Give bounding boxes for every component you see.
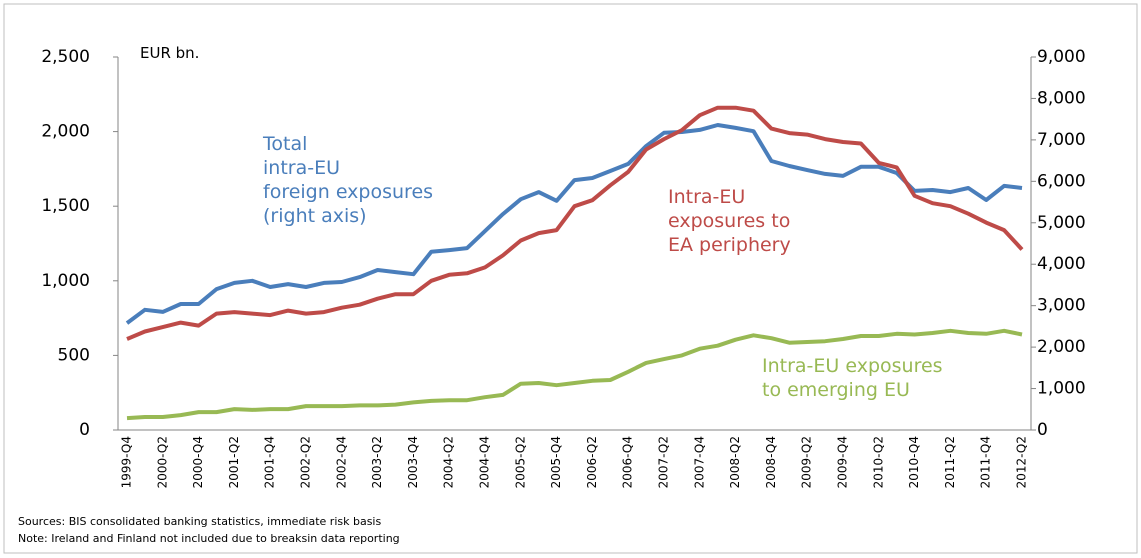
x-tick-label: 2009-Q2 bbox=[800, 436, 814, 488]
x-tick-label: 1999-Q4 bbox=[119, 436, 133, 488]
x-tick-label: 2010-Q4 bbox=[907, 436, 921, 488]
x-tick-label: 2008-Q4 bbox=[764, 436, 778, 488]
series-label-line: exposures to bbox=[668, 210, 790, 232]
y-tick-label: 0 bbox=[79, 420, 90, 440]
y2-tick-label: 2,000 bbox=[1037, 337, 1086, 357]
y2-tick-label: 8,000 bbox=[1037, 88, 1086, 108]
x-tick-label: 2000-Q2 bbox=[155, 436, 169, 488]
series-label-line: Total bbox=[262, 133, 307, 155]
x-tick-label: 2006-Q2 bbox=[585, 436, 599, 488]
series-label-line: foreign exposures bbox=[263, 181, 433, 203]
x-tick-label: 2000-Q4 bbox=[191, 436, 205, 488]
series-label-line: Intra-EU exposures bbox=[762, 355, 943, 377]
x-tick-label: 2001-Q2 bbox=[227, 436, 241, 488]
y-tick-label: 500 bbox=[58, 345, 90, 365]
x-tick-label: 2005-Q2 bbox=[513, 436, 527, 488]
x-tick-label: 2009-Q4 bbox=[836, 436, 850, 488]
chart-frame bbox=[3, 3, 1138, 554]
y2-tick-label: 1,000 bbox=[1037, 379, 1086, 399]
series-line bbox=[126, 328, 1023, 421]
y2-tick-label: 0 bbox=[1037, 420, 1048, 440]
x-tick-label: 2005-Q4 bbox=[549, 436, 563, 488]
series-label-line: Intra-EU bbox=[668, 186, 745, 208]
y2-tick-label: 3,000 bbox=[1037, 296, 1086, 316]
x-tick-label: 2004-Q2 bbox=[442, 436, 456, 488]
series-label-line: EA periphery bbox=[668, 234, 791, 256]
series-label: Intra-EU exposures to emerging EU bbox=[762, 355, 943, 401]
x-tick-label: 2003-Q4 bbox=[406, 436, 420, 488]
series-line bbox=[126, 105, 1024, 341]
series-label-line: to emerging EU bbox=[762, 379, 910, 401]
x-tick-label: 2003-Q2 bbox=[370, 436, 384, 488]
y2-tick-label: 9,000 bbox=[1037, 47, 1086, 67]
x-tick-label: 2006-Q4 bbox=[621, 436, 635, 488]
series-label-line: (right axis) bbox=[263, 205, 367, 227]
series-label: Intra-EU exposures to EA periphery bbox=[668, 186, 791, 256]
y-tick-label: 1,500 bbox=[41, 196, 90, 216]
x-tick-label: 2001-Q4 bbox=[263, 436, 277, 488]
x-tick-label: 2004-Q4 bbox=[477, 436, 491, 488]
x-tick-label: 2008-Q2 bbox=[728, 436, 742, 488]
series-line bbox=[125, 123, 1023, 325]
series-label: Total intra-EU foreign exposures (right axi… bbox=[262, 133, 433, 227]
x-tick-label: 2007-Q2 bbox=[657, 436, 671, 488]
y-tick-label: 1,000 bbox=[41, 271, 90, 291]
y-axis-unit: EUR bn. bbox=[140, 44, 199, 62]
x-tick-label: 2010-Q2 bbox=[871, 436, 885, 488]
x-tick-label: 2002-Q4 bbox=[334, 436, 348, 488]
x-tick-label: 2011-Q4 bbox=[979, 436, 993, 488]
y2-tick-label: 6,000 bbox=[1037, 171, 1086, 191]
data-note: Note: Ireland and Finland not included d… bbox=[18, 532, 400, 545]
source-note: Sources: BIS consolidated banking statis… bbox=[18, 515, 381, 528]
y2-tick-label: 4,000 bbox=[1037, 254, 1086, 274]
y-tick-label: 2,000 bbox=[41, 122, 90, 142]
x-tick-label: 2002-Q2 bbox=[298, 436, 312, 488]
x-tick-label: 2007-Q4 bbox=[692, 436, 706, 488]
x-tick-label: 2011-Q2 bbox=[943, 436, 957, 488]
x-tick-label: 2012-Q2 bbox=[1015, 436, 1029, 488]
series-label-line: intra-EU bbox=[263, 157, 340, 179]
y-tick-label: 2,500 bbox=[41, 47, 90, 67]
y2-tick-label: 5,000 bbox=[1037, 213, 1086, 233]
y2-tick-label: 7,000 bbox=[1037, 130, 1086, 150]
